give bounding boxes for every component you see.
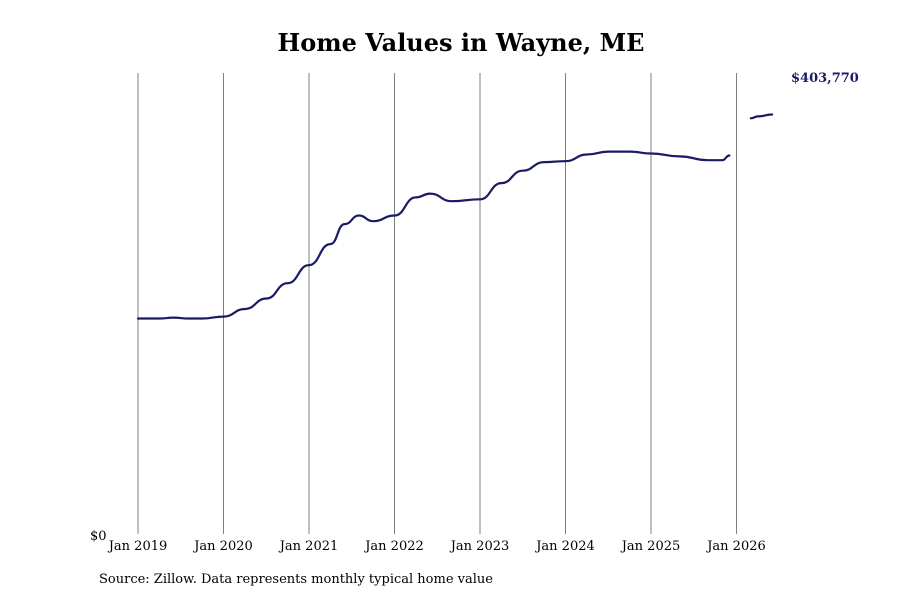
x-tick-label: Jan 2025	[620, 539, 681, 554]
gridlines	[137, 73, 737, 534]
x-tick-label: Jan 2023	[449, 539, 510, 554]
series-line-2	[749, 113, 774, 120]
x-tick-label: Jan 2019	[107, 539, 168, 554]
x-tick-labels: Jan 2019 Jan 2020 Jan 2021 Jan 2022 Jan 2023…	[107, 539, 766, 554]
end-value-label: $403,770	[791, 71, 859, 86]
series-line-1	[136, 150, 731, 320]
series-lines	[136, 113, 774, 320]
chart-title: Home Values in Wayne, ME	[278, 28, 645, 57]
y-tick-label-zero: $0	[90, 529, 107, 544]
x-tick-label: Jan 2024	[534, 539, 595, 554]
source-note: Source: Zillow. Data represents monthly …	[99, 572, 493, 587]
x-tick-label: Jan 2020	[192, 539, 253, 554]
x-tick-label: Jan 2021	[278, 539, 339, 554]
x-tick-label: Jan 2026	[705, 539, 766, 554]
x-tick-label: Jan 2022	[363, 539, 424, 554]
